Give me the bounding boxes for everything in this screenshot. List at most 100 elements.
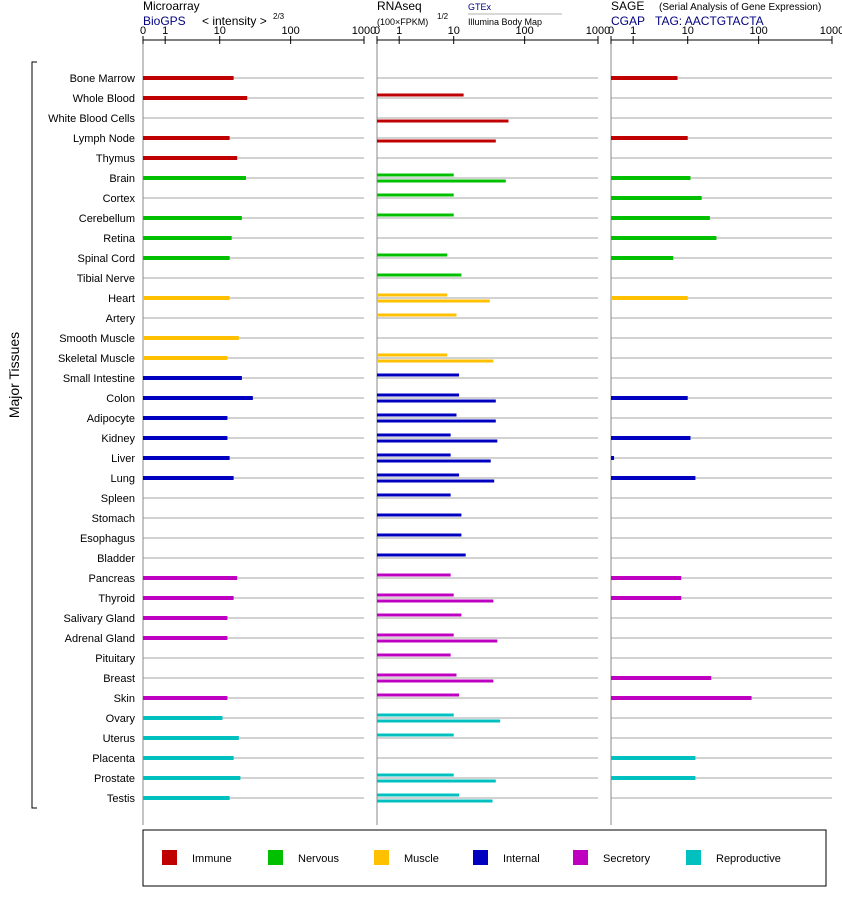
microarray-bar <box>143 776 241 780</box>
rnaseq-ibm-bar <box>377 459 491 463</box>
rnaseq-ibm-bar <box>377 719 501 723</box>
microarray-bar <box>143 416 228 420</box>
microarray-bar <box>143 476 234 480</box>
sage-bar <box>611 576 682 580</box>
rnaseq-gtex-bar <box>377 733 454 737</box>
rnaseq-gtex-bar <box>377 353 448 357</box>
legend-swatch <box>686 850 701 865</box>
rnaseq-ibm-bar <box>377 359 494 363</box>
tissue-bracket <box>31 61 37 809</box>
p1-tick-label: 1000 <box>352 25 376 37</box>
panel1-title: Microarray <box>143 0 200 13</box>
rnaseq-gtex-bar <box>377 613 462 617</box>
microarray-bar <box>143 456 230 460</box>
tissue-label: Stomach <box>92 513 135 525</box>
rnaseq-ibm-bar <box>377 399 496 403</box>
rnaseq-ibm-bar <box>377 479 495 483</box>
tissue-label: Retina <box>103 233 136 245</box>
tissue-label: Smooth Muscle <box>59 333 135 345</box>
p1-tick-label: 0 <box>140 25 146 37</box>
rnaseq-ibm-bar <box>377 779 496 783</box>
rnaseq-gtex-bar <box>377 433 451 437</box>
rnaseq-ibm-bar <box>377 679 494 683</box>
rnaseq-gtex-bar <box>377 593 454 597</box>
p1-tick-label: 100 <box>281 25 299 37</box>
rnaseq-ibm-bar <box>377 599 494 603</box>
sage-bar <box>611 676 712 680</box>
tissue-label: Salivary Gland <box>63 613 135 625</box>
tissue-label: Small Intestine <box>63 373 135 385</box>
sage-bar <box>611 256 674 260</box>
legend-label: Nervous <box>298 853 339 865</box>
y-axis-label: Major Tissues <box>6 332 22 418</box>
panel1-source: BioGPS <box>143 14 186 28</box>
p2-tick-label: 1 <box>396 25 402 37</box>
sage-bar <box>611 456 615 460</box>
legend: Immune Nervous Muscle Internal Secretory Repr… <box>162 850 781 865</box>
legend-swatch <box>268 850 283 865</box>
rnaseq-ibm-bar <box>377 299 490 303</box>
tissue-label: Lymph Node <box>73 133 135 145</box>
tissue-label: Esophagus <box>80 533 136 545</box>
sage-bar <box>611 76 678 80</box>
tissue-label: Spleen <box>101 493 135 505</box>
tissue-label: Bone Marrow <box>70 73 135 85</box>
rnaseq-gtex-bar <box>377 313 457 317</box>
rnaseq-gtex-bar <box>377 273 462 277</box>
tissue-label: Spinal Cord <box>78 253 135 265</box>
p2-tick-label: 10 <box>448 25 460 37</box>
microarray-bar <box>143 96 248 100</box>
tissue-label: Heart <box>108 293 135 305</box>
rnaseq-gtex-bar <box>377 793 460 797</box>
tissue-label: Thymus <box>96 153 136 165</box>
rnaseq-gtex-bar <box>377 773 454 777</box>
sage-bar <box>611 236 717 240</box>
legend-label: Muscle <box>404 853 439 865</box>
panel1-measure-exp: 2/3 <box>273 12 285 21</box>
p2-tick-label: 1000 <box>586 25 610 37</box>
legend-swatch <box>473 850 488 865</box>
rnaseq-gtex-bar <box>377 193 454 197</box>
microarray-bar <box>143 76 234 80</box>
tissue-label: Liver <box>111 453 135 465</box>
p3-tick-label: 0 <box>608 25 614 37</box>
tissue-label: Ovary <box>106 713 136 725</box>
rnaseq-gtex-bar <box>377 453 451 457</box>
sage-bar <box>611 216 710 220</box>
microarray-bar <box>143 596 234 600</box>
microarray-bar <box>143 576 238 580</box>
tissue-label: White Blood Cells <box>48 113 135 125</box>
p3-tick-label: 10 <box>682 25 694 37</box>
rnaseq-gtex-bar <box>377 673 457 677</box>
microarray-bar <box>143 636 228 640</box>
rnaseq-gtex-bar <box>377 373 460 377</box>
microarray-bar <box>143 376 242 380</box>
panel1-measure: < intensity > <box>202 14 267 28</box>
tissue-label: Whole Blood <box>73 93 135 105</box>
panel2-measure-exp: 1/2 <box>437 12 449 21</box>
p3-tick-label: 1000 <box>820 25 842 37</box>
rnaseq-gtex-bar <box>377 713 454 717</box>
rnaseq-ibm-bar <box>377 119 509 123</box>
tissue-label: Adipocyte <box>87 413 135 425</box>
p1-tick-label: 10 <box>214 25 226 37</box>
tissue-label: Colon <box>106 393 135 405</box>
rnaseq-gtex-bar <box>377 533 462 537</box>
p2-tick-label: 0 <box>374 25 380 37</box>
tissue-label: Artery <box>106 313 136 325</box>
rnaseq-gtex-bar <box>377 553 466 557</box>
legend-box <box>142 829 827 887</box>
microarray-bar <box>143 436 228 440</box>
rnaseq-ibm-bar <box>377 439 498 443</box>
rnaseq-gtex-bar <box>377 573 451 577</box>
sage-bar <box>611 436 691 440</box>
p3-tick-label: 100 <box>749 25 767 37</box>
rnaseq-ibm-bar <box>377 799 493 803</box>
microarray-bar <box>143 396 253 400</box>
panel3-subtitle: (Serial Analysis of Gene Expression) <box>659 2 821 13</box>
panel2-source2: Illumina Body Map <box>468 17 542 27</box>
microarray-bar <box>143 176 246 180</box>
rnaseq-gtex-bar <box>377 493 451 497</box>
microarray-bar <box>143 156 238 160</box>
